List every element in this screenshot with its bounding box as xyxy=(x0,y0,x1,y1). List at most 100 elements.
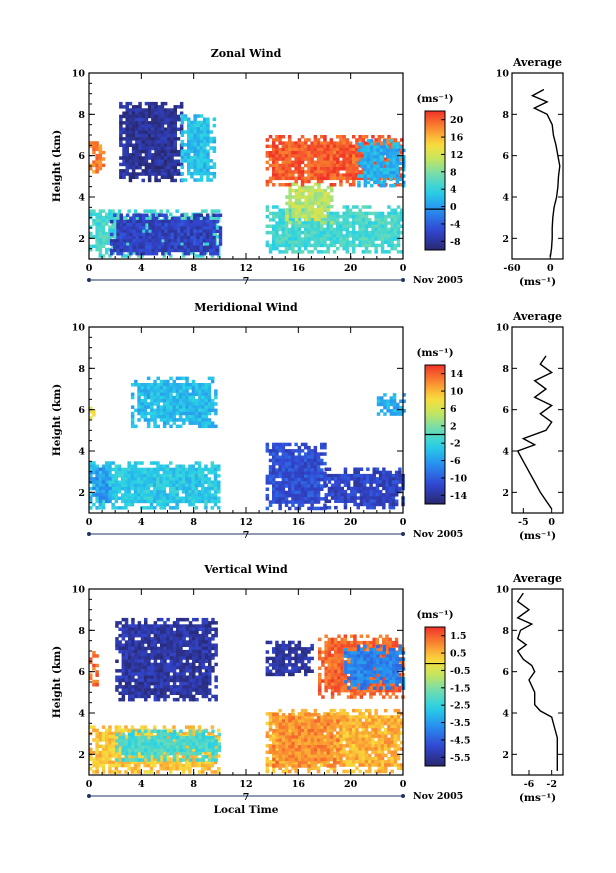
heatmap-cell xyxy=(159,383,164,387)
heatmap-cell xyxy=(384,250,388,254)
heatmap-cell xyxy=(129,219,133,224)
heatmap-cell xyxy=(268,452,273,456)
heatmap-cell xyxy=(398,489,402,494)
heatmap-cell xyxy=(215,251,219,256)
heatmap-cell xyxy=(307,188,312,193)
heatmap-cell xyxy=(340,480,344,484)
heatmap-cell xyxy=(193,239,197,243)
heatmap-cell xyxy=(288,477,292,482)
heatmap-cell xyxy=(307,493,311,498)
heatmap-cell xyxy=(284,442,289,447)
heatmap-cell xyxy=(133,728,138,733)
heatmap-cell xyxy=(213,231,218,236)
heatmap-cell xyxy=(132,229,136,233)
heatmap-cell xyxy=(402,158,406,162)
heatmap-cell xyxy=(157,169,161,173)
heatmap-cell xyxy=(147,114,152,119)
heatmap-cell xyxy=(207,402,212,406)
heatmap-cell xyxy=(382,493,386,497)
heatmap-cell xyxy=(143,474,147,478)
heatmap-cell xyxy=(272,246,276,251)
heatmap-cell xyxy=(386,171,390,175)
heatmap-cell xyxy=(330,489,335,494)
heatmap-cell xyxy=(135,162,139,167)
heatmap-cell xyxy=(399,409,403,413)
heatmap-cell xyxy=(147,111,152,115)
heatmap-cell xyxy=(197,467,202,472)
heatmap-cell xyxy=(138,127,142,131)
heatmap-cell xyxy=(294,147,298,152)
heatmap-cell xyxy=(310,160,314,165)
heatmap-cell xyxy=(182,405,186,409)
heatmap-cell xyxy=(294,243,298,248)
heatmap-cell xyxy=(193,235,197,240)
heatmap-cell xyxy=(89,499,93,503)
heatmap-cell xyxy=(326,141,330,145)
heatmap-cell xyxy=(345,208,350,212)
heatmap-cell xyxy=(95,763,99,768)
heatmap-cell xyxy=(182,408,186,413)
heatmap-cell xyxy=(291,234,295,238)
heatmap-cell xyxy=(337,480,341,484)
heatmap-cell xyxy=(180,117,185,121)
heatmap-cell xyxy=(199,178,204,182)
heatmap-cell xyxy=(352,151,356,155)
heatmap-cell xyxy=(167,137,171,141)
heatmap-cell xyxy=(138,159,142,163)
heatmap-cell xyxy=(143,467,147,472)
heatmap-cell xyxy=(170,162,174,167)
heatmap-cell xyxy=(167,165,171,170)
profile-y-tick-label: 8 xyxy=(502,110,509,121)
heatmap-cell xyxy=(304,154,308,158)
heatmap-cell xyxy=(297,250,302,254)
heatmap-cell xyxy=(125,172,129,176)
heatmap-cell xyxy=(275,154,279,158)
heatmap-cell xyxy=(278,250,282,254)
heatmap-cell xyxy=(167,124,171,128)
heatmap-cell xyxy=(198,399,202,403)
heatmap-cell xyxy=(291,468,295,472)
heatmap-cell xyxy=(128,156,133,160)
heatmap-cell xyxy=(330,220,334,225)
heatmap-cell xyxy=(320,192,324,196)
heatmap-cell xyxy=(137,490,141,494)
heatmap-cell xyxy=(307,237,311,241)
heatmap-cell xyxy=(213,464,218,468)
heatmap-cell xyxy=(190,123,194,128)
heatmap-cell xyxy=(95,467,99,471)
heatmap-cell xyxy=(138,219,143,224)
heatmap-cell xyxy=(207,754,211,758)
heatmap-cell xyxy=(382,142,387,146)
heatmap-cell xyxy=(95,160,99,164)
heatmap-cell xyxy=(291,173,295,177)
heatmap-cell xyxy=(300,176,305,181)
heatmap-cell xyxy=(207,751,211,755)
heatmap-cell xyxy=(181,464,186,468)
heatmap-cell xyxy=(386,399,390,403)
heatmap-cell xyxy=(323,201,328,206)
y-tick-label: 2 xyxy=(78,234,85,245)
heatmap-cell xyxy=(278,224,282,228)
heatmap-cell xyxy=(330,483,335,487)
heatmap-cell xyxy=(281,224,286,228)
heatmap-cell xyxy=(148,242,152,246)
heatmap-cell xyxy=(383,412,387,416)
heatmap-cell xyxy=(324,483,328,487)
heatmap-cell xyxy=(141,216,146,221)
heatmap-cell xyxy=(398,161,403,165)
heatmap-cell xyxy=(92,413,96,417)
heatmap-cell xyxy=(141,108,145,112)
heatmap-cell xyxy=(323,192,328,196)
heatmap-cell xyxy=(130,760,135,765)
heatmap-cell xyxy=(390,240,394,244)
heatmap-cell xyxy=(385,499,389,503)
heatmap-cell xyxy=(275,497,279,501)
heatmap-cell xyxy=(396,214,401,219)
heatmap-cell xyxy=(108,757,112,761)
heatmap-cell xyxy=(130,418,135,422)
heatmap-cell xyxy=(175,386,180,390)
heatmap-cell xyxy=(161,235,165,240)
heatmap-cell xyxy=(196,120,201,125)
heatmap-cell xyxy=(281,173,286,177)
heatmap-cell xyxy=(159,480,163,484)
